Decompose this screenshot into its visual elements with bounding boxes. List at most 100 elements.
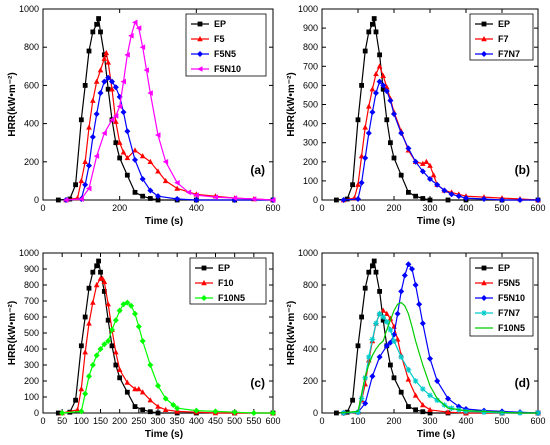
data-point [383, 88, 390, 95]
data-point [366, 269, 372, 275]
chart-panel: 0 100 200 300 400 500 600 0 100 200 300 400 500 600 70… [286, 4, 546, 227]
legend-marker [197, 21, 203, 27]
legend-marker [481, 295, 487, 301]
data-point [155, 382, 161, 389]
data-point [96, 258, 101, 264]
data-point [377, 289, 382, 294]
data-point [383, 342, 390, 349]
data-point [103, 49, 110, 56]
data-point [362, 400, 369, 407]
data-point [463, 408, 469, 415]
y-tick-label: 800 [24, 280, 39, 290]
y-tick-label: 500 [24, 328, 39, 338]
data-point [90, 269, 96, 275]
data-point [391, 375, 397, 381]
data-point [373, 29, 379, 35]
data-point [406, 404, 411, 409]
data-point [109, 343, 115, 349]
data-point [373, 70, 379, 77]
data-point [193, 192, 199, 199]
x-tick-label: 200 [112, 416, 127, 426]
data-point [132, 156, 138, 163]
data-point [405, 261, 412, 268]
y-tick-label: 200 [303, 376, 318, 386]
data-point [90, 97, 96, 103]
data-point [405, 376, 412, 382]
data-point [358, 153, 365, 159]
data-point [445, 409, 451, 415]
data-point [93, 352, 100, 359]
data-point [427, 410, 433, 416]
data-point [139, 153, 146, 159]
data-point [155, 132, 161, 138]
x-tick-label: 300 [422, 416, 437, 426]
data-point [147, 397, 154, 403]
data-point [380, 86, 386, 92]
data-point [376, 354, 383, 360]
data-point [105, 317, 111, 323]
data-point [124, 299, 131, 306]
data-point [355, 343, 361, 349]
data-point [139, 389, 146, 395]
data-point [132, 19, 138, 26]
data-point [93, 111, 100, 118]
data-point [334, 197, 339, 203]
data-point [124, 154, 131, 161]
x-tick-label: 550 [246, 416, 261, 426]
data-point [147, 90, 153, 96]
data-point [398, 130, 405, 137]
data-point [109, 86, 115, 92]
data-point [359, 314, 364, 320]
data-point [398, 172, 404, 178]
legend-marker [481, 280, 487, 286]
y-tick-label: 1000 [19, 248, 39, 258]
data-point [270, 197, 276, 203]
chart-panel: 0 200 400 600 0 200 400 600 800 1000 Time (s) HRR(k… [7, 4, 281, 227]
x-tick-label: 200 [386, 203, 401, 213]
y-tick-label: 300 [303, 138, 318, 148]
y-tick-label: 800 [303, 280, 318, 290]
legend-label: F5N5 [498, 278, 520, 288]
data-point [387, 97, 394, 104]
data-point [155, 193, 161, 200]
x-tick-label: 400 [458, 416, 473, 426]
data-point [97, 346, 104, 352]
x-tick-label: 0 [319, 416, 324, 426]
data-point [82, 390, 89, 397]
legend: EP F10 F10N5 [189, 257, 267, 305]
data-point [109, 116, 115, 123]
data-point [412, 392, 419, 398]
x-tick-label: 100 [350, 416, 365, 426]
data-point [113, 118, 119, 124]
data-point [155, 197, 161, 203]
data-point [93, 78, 100, 84]
data-point [162, 177, 169, 184]
y-tick-label: 200 [303, 157, 318, 167]
data-point [113, 140, 119, 146]
data-point [78, 386, 85, 392]
data-point [132, 147, 138, 153]
data-point [101, 341, 108, 348]
series-line [343, 64, 539, 201]
data-point [73, 397, 78, 403]
x-tick-label: 450 [208, 416, 223, 426]
data-point [517, 197, 523, 203]
data-point [369, 336, 376, 343]
data-point [89, 133, 96, 140]
data-point [78, 408, 85, 415]
data-point [63, 197, 69, 203]
legend-marker [481, 51, 487, 57]
data-point [86, 48, 92, 54]
y-tick-label: 0 [34, 408, 39, 418]
data-point [143, 67, 149, 73]
y-axis-label: HRR(kW•m⁻²) [7, 72, 18, 136]
data-point [93, 282, 100, 288]
data-point [423, 158, 430, 164]
y-tick-label: 200 [24, 157, 39, 167]
data-point [132, 404, 138, 409]
y-axis-label: HRR(kW•m⁻²) [7, 301, 18, 365]
data-point [155, 403, 161, 409]
data-point [86, 162, 92, 169]
data-point [147, 187, 154, 194]
x-tick-label: 500 [227, 416, 242, 426]
